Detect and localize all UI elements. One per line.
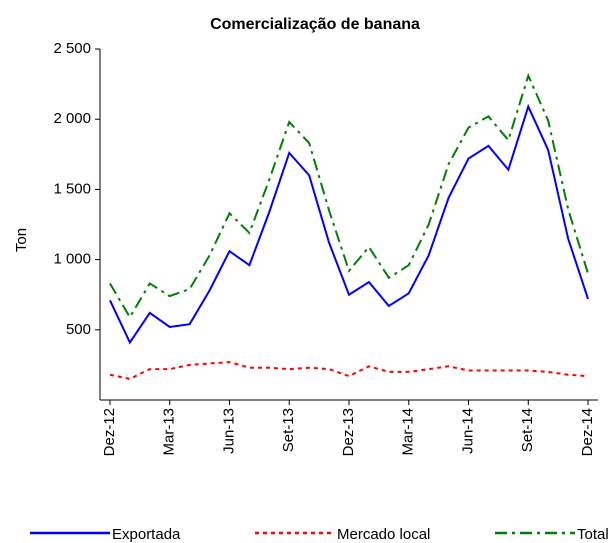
y-tick-label: 2 000 [53, 110, 91, 127]
x-tick-label: Mar-13 [161, 408, 178, 456]
series-line [109, 103, 589, 345]
x-tick-label: Dez-12 [101, 408, 118, 456]
legend-label: Exportada [112, 526, 181, 543]
y-tick-label: 2 500 [53, 40, 91, 57]
x-tick-label: Jun-14 [459, 408, 476, 454]
y-tick-label: 1 500 [53, 180, 91, 197]
legend-label: Mercado local [337, 526, 430, 543]
y-tick-label: 500 [66, 321, 91, 338]
x-tick-label: Set-13 [280, 408, 297, 452]
y-axis-label: Ton [13, 228, 30, 252]
series-line [109, 361, 589, 380]
series-line [109, 72, 589, 320]
x-tick-label: Dez-13 [340, 408, 357, 456]
chart-title: Comercialização de banana [210, 16, 420, 33]
y-tick-label: 1 000 [53, 251, 91, 268]
x-tick-label: Mar-14 [400, 408, 417, 456]
x-tick-label: Jun-13 [220, 408, 237, 454]
legend-label: Total [577, 526, 609, 543]
x-tick-label: Set-14 [519, 408, 536, 452]
x-tick-label: Dez-14 [579, 408, 596, 456]
